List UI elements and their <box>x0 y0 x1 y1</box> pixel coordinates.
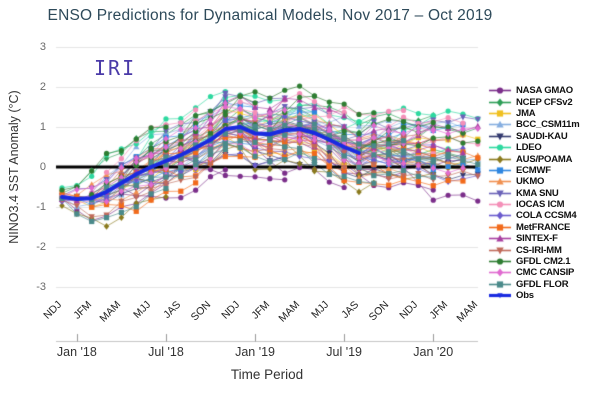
x-date-label: Jul '18 <box>148 345 184 359</box>
legend-marker <box>487 221 513 233</box>
legend-marker <box>487 267 513 279</box>
x-date-label: Jan '19 <box>235 345 275 359</box>
legend-marker <box>487 210 513 222</box>
y-tick-label: 1 <box>39 121 46 133</box>
legend-label: LDEO <box>516 142 542 154</box>
legend-marker <box>487 85 513 97</box>
legend-item: CMC CANSIP <box>487 267 599 279</box>
x-date-label: Jul '19 <box>326 345 363 359</box>
legend-item: BCC_CSM11m <box>487 119 599 131</box>
y-tick-label: 0 <box>39 161 46 173</box>
legend-label: ECMWF <box>516 164 551 176</box>
legend-item: IOCAS ICM <box>487 199 599 211</box>
legend-marker <box>487 164 513 176</box>
legend-label: CS-IRI-MM <box>516 244 562 256</box>
legend-item: GFDL FLOR <box>487 278 599 290</box>
legend-marker <box>487 130 513 142</box>
legend-item: MetFRANCE <box>487 221 599 233</box>
legend-marker <box>487 199 513 211</box>
legend-marker <box>487 290 513 302</box>
legend-marker <box>487 142 513 154</box>
legend-marker <box>487 153 513 165</box>
x-date-label: Jan '20 <box>413 345 454 359</box>
legend-label: SAUDI-KAU <box>516 130 568 142</box>
y-tick-label: 2 <box>39 81 46 93</box>
y-tick-label: -2 <box>36 241 46 253</box>
legend-label: GFDL CM2.1 <box>516 256 571 268</box>
y-tick-label: -1 <box>36 201 46 213</box>
legend-item: LDEO <box>487 142 599 154</box>
y-tick-label: -3 <box>36 281 46 293</box>
legend-item: NASA GMAO <box>487 85 599 97</box>
legend-label: BCC_CSM11m <box>516 119 580 131</box>
legend-label: Obs <box>516 290 534 302</box>
legend-item: SAUDI-KAU <box>487 130 599 142</box>
legend-item: CS-IRI-MM <box>487 244 599 256</box>
legend-label: IOCAS ICM <box>516 199 565 211</box>
legend-label: NCEP CFSv2 <box>516 96 573 108</box>
legend-item: SINTEX-F <box>487 233 599 245</box>
legend-label: JMA <box>516 107 536 119</box>
iri-watermark: IRI <box>94 56 137 80</box>
legend-item: Obs <box>487 290 599 302</box>
legend-item: ECMWF <box>487 164 599 176</box>
legend-label: CMC CANSIP <box>516 267 575 279</box>
legend-item: COLA CCSM4 <box>487 210 599 222</box>
legend-item: NCEP CFSv2 <box>487 96 599 108</box>
legend-label: COLA CCSM4 <box>516 210 577 222</box>
legend-marker <box>487 96 513 108</box>
legend-marker <box>487 244 513 256</box>
legend-marker <box>487 278 513 290</box>
legend-marker <box>487 233 513 245</box>
legend-label: GFDL FLOR <box>516 278 569 290</box>
legend-marker <box>487 119 513 131</box>
x-date-label: Jan '18 <box>56 345 97 359</box>
x-axis-title: Time Period <box>230 367 304 382</box>
legend-label: NASA GMAO <box>516 85 573 97</box>
legend-marker <box>487 256 513 268</box>
legend-item: JMA <box>487 107 599 119</box>
legend-item: AUS/POAMA <box>487 153 599 165</box>
legend-label: MetFRANCE <box>516 221 571 233</box>
legend-label: UKMO <box>516 176 545 188</box>
legend-item: GFDL CM2.1 <box>487 256 599 268</box>
legend-item: UKMO <box>487 176 599 188</box>
legend: NASA GMAO NCEP CFSv2 JMA BCC_CSM11m SAUDI-KA… <box>487 85 599 302</box>
legend-marker <box>487 107 513 119</box>
legend-marker <box>487 176 513 188</box>
chart-title: ENSO Predictions for Dynamical Models, N… <box>47 7 493 24</box>
y-axis-title: NINO3.4 SST Anomaly (°C) <box>7 90 21 244</box>
legend-item: KMA SNU <box>487 187 599 199</box>
legend-label: AUS/POAMA <box>516 153 573 165</box>
y-tick-label: 3 <box>39 41 46 53</box>
legend-label: KMA SNU <box>516 187 559 199</box>
legend-label: SINTEX-F <box>516 233 558 245</box>
legend-marker <box>487 187 513 199</box>
